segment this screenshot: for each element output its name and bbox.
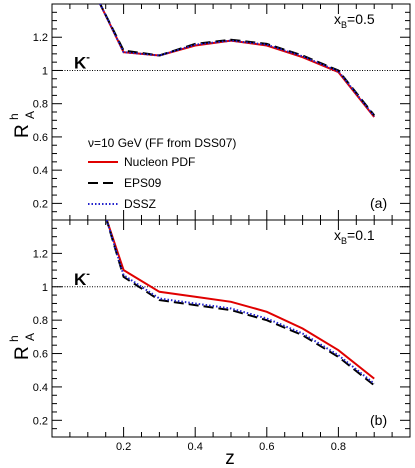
series-group [105, 220, 375, 387]
x-axis-title: z [225, 448, 235, 468]
y-tick-label: 0.2 [33, 198, 48, 210]
y-tick-label: 1.2 [33, 248, 48, 260]
y-axis-title-sup: h [7, 335, 21, 342]
hadron-label: K- [74, 51, 90, 72]
y-tick-label: 0.4 [33, 382, 48, 394]
legend: ν=10 GeV (FF from DSS07) Nucleon PDF EPS… [88, 136, 236, 211]
hadron-label-letter: K [74, 270, 87, 289]
series-group [98, 4, 375, 118]
y-tick-label: 1 [42, 282, 48, 294]
x-tick-label: 0.8 [331, 441, 346, 453]
hadron-label-letter: K [74, 53, 87, 72]
x-tick-label: 0.4 [188, 441, 203, 453]
y-tick-label: 0.2 [33, 415, 48, 427]
series-line-nucleon-pdf [105, 220, 375, 380]
y-axis-title-top-sub: A [23, 111, 37, 119]
y-tick-label: 1.2 [33, 32, 48, 44]
legend-label-nucleon-pdf: Nucleon PDF [124, 155, 195, 169]
series-line-dssz [98, 4, 375, 117]
panel-label: (a) [370, 195, 387, 211]
panel-a: 0.20.40.60.811.2K-xB=0.5(a) [33, 3, 411, 221]
y-tick-label: 0.4 [33, 165, 48, 177]
legend-header: ν=10 GeV (FF from DSS07) [88, 136, 236, 150]
series-line-dssz [105, 220, 375, 385]
y-tick-label: 0.8 [33, 315, 48, 327]
xb-label-x: x [334, 227, 341, 243]
hadron-label: K- [74, 268, 90, 289]
y-tick-label: 0.8 [33, 99, 48, 111]
xb-label-value: =0.5 [347, 11, 375, 27]
panel-b: 0.20.40.60.811.20.2 0.4 0.6 0.8K-xB=0.1(b) [33, 219, 411, 453]
chart-panels: 0.20.40.60.811.2K-xB=0.5(a)0.20.40.60.81… [33, 3, 411, 453]
y-axis-title-top: R [12, 124, 33, 138]
xb-label-x: x [334, 11, 341, 27]
y-axis-title-sub: A [23, 333, 37, 341]
panel-frame [51, 219, 411, 438]
hadron-label-charge: - [86, 51, 90, 63]
legend-label-eps09: EPS09 [124, 176, 162, 190]
y-tick-label: 0.6 [33, 132, 48, 144]
hadron-label-charge: - [86, 268, 90, 280]
x-tick-label: 0.6 [259, 441, 274, 453]
xb-label-sub: B [341, 236, 347, 246]
series-line-nucleon-pdf [98, 4, 375, 118]
panel-frame [51, 3, 411, 221]
xb-label-sub: B [341, 20, 347, 30]
y-axis-title: R [12, 346, 33, 360]
panel-label: (b) [370, 412, 387, 428]
y-tick-label: 0.6 [33, 349, 48, 361]
y-tick-label: 1 [42, 65, 48, 77]
x-tick-label: 0.2 [116, 441, 131, 453]
xb-label-value: =0.1 [347, 227, 375, 243]
series-line-eps09 [105, 220, 375, 387]
legend-label-dssz: DSSZ [124, 197, 156, 211]
xb-label: xB=0.1 [334, 227, 375, 246]
xb-label: xB=0.5 [334, 11, 375, 30]
series-line-eps09 [99, 4, 375, 116]
y-axis-title-top-sup: h [7, 113, 21, 120]
